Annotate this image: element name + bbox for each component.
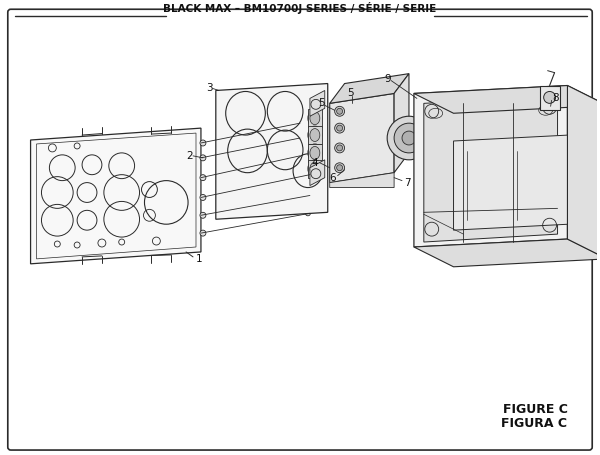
Circle shape [200, 140, 206, 146]
Circle shape [544, 91, 556, 103]
Circle shape [337, 108, 343, 114]
Ellipse shape [308, 144, 322, 162]
Polygon shape [216, 84, 328, 219]
Circle shape [200, 230, 206, 236]
Bar [308, 126, 322, 144]
Text: 8: 8 [553, 93, 559, 103]
Bar [308, 109, 322, 127]
Circle shape [305, 211, 310, 216]
Circle shape [296, 121, 301, 126]
Polygon shape [424, 96, 557, 242]
Text: 7: 7 [404, 177, 410, 187]
Circle shape [337, 145, 343, 151]
Circle shape [335, 143, 344, 153]
Bar [308, 160, 322, 177]
Circle shape [337, 165, 343, 171]
Text: 3: 3 [206, 84, 212, 93]
Text: BLACK MAX – BM10700J SERIES / SÉRIE / SERIE: BLACK MAX – BM10700J SERIES / SÉRIE / SE… [163, 2, 437, 14]
Bar [540, 86, 560, 110]
Polygon shape [394, 74, 409, 173]
Polygon shape [330, 93, 394, 182]
Text: 5: 5 [347, 88, 354, 98]
Circle shape [402, 131, 416, 145]
Polygon shape [310, 160, 325, 186]
Circle shape [335, 163, 344, 173]
Circle shape [200, 175, 206, 181]
Text: 9: 9 [384, 74, 391, 84]
Circle shape [200, 212, 206, 218]
Ellipse shape [308, 126, 322, 144]
Polygon shape [568, 86, 600, 259]
Circle shape [296, 153, 301, 158]
Polygon shape [414, 239, 600, 267]
Text: FIGURA C: FIGURA C [502, 417, 568, 430]
Ellipse shape [310, 147, 320, 159]
Circle shape [296, 136, 301, 141]
Circle shape [335, 106, 344, 116]
Text: 4: 4 [312, 158, 319, 168]
Polygon shape [414, 86, 568, 247]
Ellipse shape [308, 109, 322, 127]
Polygon shape [310, 91, 325, 116]
Polygon shape [454, 133, 600, 230]
Ellipse shape [310, 129, 320, 142]
Polygon shape [414, 86, 600, 113]
Polygon shape [330, 173, 394, 187]
Circle shape [335, 123, 344, 133]
Ellipse shape [310, 162, 320, 175]
Circle shape [337, 125, 343, 131]
Circle shape [200, 194, 206, 201]
Text: 2: 2 [186, 151, 193, 161]
Circle shape [305, 193, 310, 198]
Circle shape [394, 123, 424, 153]
Circle shape [200, 155, 206, 161]
Text: 5: 5 [318, 98, 325, 108]
Polygon shape [31, 128, 201, 264]
Text: FIGURE C: FIGURE C [503, 404, 568, 416]
Circle shape [387, 116, 431, 160]
Circle shape [305, 172, 310, 177]
Text: 1: 1 [196, 254, 203, 264]
Ellipse shape [310, 112, 320, 125]
Ellipse shape [308, 160, 322, 177]
Text: 6: 6 [330, 172, 337, 182]
Polygon shape [330, 74, 409, 103]
Bar [308, 144, 322, 162]
